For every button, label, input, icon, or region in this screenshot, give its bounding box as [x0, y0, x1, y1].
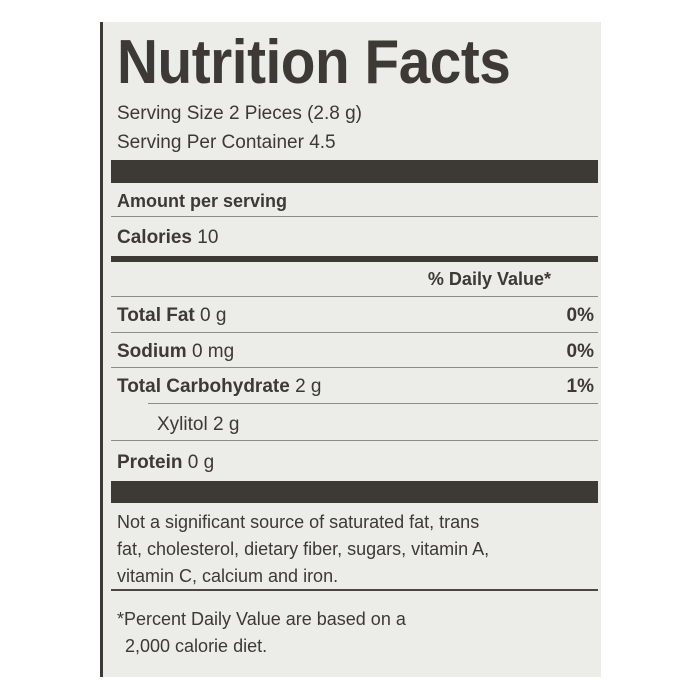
nutrient-total-fat: Total Fat 0 g — [117, 306, 226, 325]
nutrient-label: Total Fat — [117, 305, 195, 326]
nutrient-amount: 0 mg — [191, 341, 235, 362]
nutrient-xylitol: Xylitol 2 g — [157, 415, 239, 434]
not-significant-line: Not a significant source of saturated fa… — [117, 512, 480, 532]
nutrient-label: Total Carbohydrate — [117, 376, 290, 397]
nutrient-sodium: Sodium 0 mg — [117, 342, 234, 361]
amount-per-serving: Amount per serving — [117, 191, 288, 211]
divider — [111, 332, 598, 333]
nutrient-amount: 2 g — [295, 376, 322, 397]
calories-row: Calories 10 — [117, 228, 218, 247]
divider — [148, 403, 598, 404]
divider — [111, 440, 598, 441]
nutrient-dv: 0% — [566, 341, 594, 362]
calories-label: Calories — [117, 227, 192, 248]
divider — [111, 367, 598, 368]
nutrient-label: Protein — [117, 452, 183, 473]
thick-divider — [111, 481, 598, 503]
calories-value: 10 — [197, 227, 219, 248]
not-significant-line: vitamin C, calcium and iron. — [117, 566, 339, 586]
footnote-line: 2,000 calorie diet. — [125, 636, 268, 656]
servings-per-container: Serving Per Container 4.5 — [117, 132, 336, 153]
nutrient-dv: 0% — [566, 305, 594, 326]
not-significant-line: fat, cholesterol, dietary fiber, sugars,… — [117, 539, 490, 559]
nutrient-amount: 0 g — [200, 305, 227, 326]
divider — [111, 216, 598, 217]
nutrition-facts-label: Nutrition Facts Serving Size 2 Pieces (2… — [100, 22, 601, 677]
divider — [111, 296, 598, 297]
daily-value-header: % Daily Value* — [427, 269, 551, 289]
footnote-line: *Percent Daily Value are based on a — [117, 609, 406, 629]
nutrient-protein: Protein 0 g — [117, 453, 214, 472]
label-title: Nutrition Facts — [117, 28, 511, 97]
nutrient-amount: 0 g — [187, 452, 215, 473]
medium-divider — [111, 256, 598, 262]
nutrient-label: Xylitol — [157, 414, 208, 435]
serving-size: Serving Size 2 Pieces (2.8 g) — [117, 103, 363, 124]
divider — [111, 589, 598, 591]
nutrient-label: Sodium — [117, 341, 187, 362]
nutrient-total-carbohydrate: Total Carbohydrate 2 g — [117, 377, 321, 396]
nutrient-dv: 1% — [566, 376, 594, 397]
nutrient-amount: 2 g — [212, 414, 240, 435]
thick-divider — [111, 160, 598, 183]
